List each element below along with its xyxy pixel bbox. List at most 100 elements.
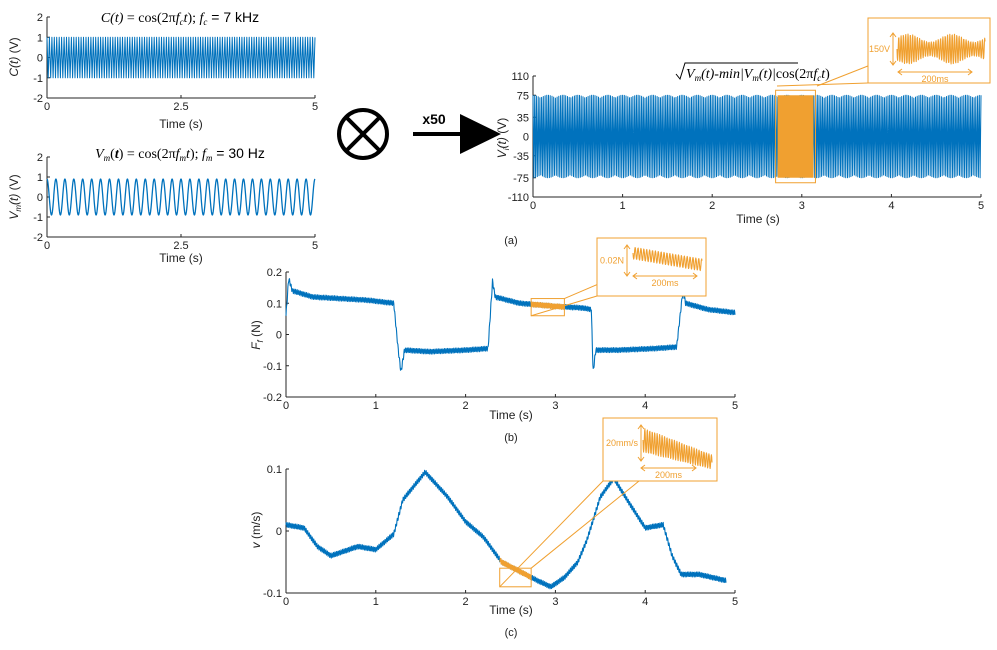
modulating-ytick-label: -2 — [33, 232, 43, 244]
multiply-circle-icon — [337, 108, 389, 160]
input-voltage-title: Vm(t)-min|Vm(t)|cos(2πfct) — [675, 62, 830, 83]
friction-force-xlabel: Time (s) — [489, 408, 533, 422]
svg-text:Vm(t)-min|Vm(t)|cos(2πfct): Vm(t)-min|Vm(t)|cos(2πfct) — [686, 67, 830, 83]
velocity-xtick-label: 4 — [642, 596, 648, 608]
velocity-xtick-label: 0 — [283, 596, 289, 608]
carrier-xtick-label: 2.5 — [173, 101, 188, 113]
friction-force-time-arrowheads — [632, 272, 698, 280]
caption-c: (c) — [505, 627, 518, 639]
input-voltage-highlight-segment — [777, 95, 814, 178]
input-voltage-ytick-label: -35 — [513, 151, 529, 163]
input-voltage-plot-area: 0 1 2 3 4 5 -110 -75 -35 0 35 75 110 — [508, 71, 984, 212]
input-voltage-xtick-label: 5 — [978, 200, 984, 212]
friction-force-inset-wave — [632, 246, 703, 272]
input-voltage-amp-arrowheads — [889, 32, 897, 66]
velocity-ytick-label: -0.1 — [263, 588, 282, 600]
modulating-xlabel: Time (s) — [159, 251, 203, 265]
input-voltage-highlight-box — [775, 89, 816, 184]
input-voltage-ytick-label: -75 — [513, 173, 529, 185]
carrier-ytick-label: -2 — [33, 93, 43, 105]
friction-force-amp-arrowheads — [623, 244, 631, 277]
friction-force-zoom-inset: 0.02N 200ms — [531, 237, 707, 317]
velocity-inset-wave — [642, 428, 713, 470]
friction-force-xtick-label: 3 — [552, 400, 558, 412]
friction-force-connector-line — [531, 295, 598, 317]
gain-label: x50 — [422, 111, 446, 127]
modulating-ytick-label: 0 — [37, 192, 43, 204]
modulating-ylabel: Vm(t) (V) — [7, 174, 23, 219]
modulating-series-line — [46, 178, 316, 216]
input-voltage-ytick-label: 0 — [523, 132, 529, 144]
input-voltage-xtick-label: 0 — [530, 200, 536, 212]
velocity-xtick-label: 5 — [732, 596, 738, 608]
caption-a: (a) — [504, 235, 517, 247]
carrier-ylabel: C(t) (V) — [7, 37, 21, 76]
velocity-amp-label: 20mm/s — [606, 438, 639, 448]
carrier-chart: C(t) = cos(2πfct); fc = 7 kHz 0 2.5 5-2-10… — [7, 9, 318, 131]
friction-force-amp-label: 0.02N — [600, 256, 624, 266]
carrier-xlabel: Time (s) — [159, 117, 203, 131]
velocity-zoom-inset: 20mm/s 200ms — [499, 417, 718, 588]
carrier-xtick-label: 0 — [44, 101, 50, 113]
friction-force-plot-area: 0 1 2 3 4 5 -0.2 -0.1 0 0.1 0.2 — [263, 267, 738, 412]
input-voltage-xtick-label: 1 — [620, 200, 626, 212]
input-voltage-ytick-label: 75 — [517, 90, 529, 102]
caption-b: (b) — [504, 432, 517, 444]
friction-force-series-line — [285, 278, 736, 371]
velocity-time-label: 200ms — [655, 470, 683, 480]
right-arrow-icon — [413, 114, 501, 154]
velocity-connector-line — [499, 480, 604, 588]
modulating-chart: Vm(t) = cos(2πfmt); fm = 30 Hz 0 2.5 5 -2 -1… — [7, 145, 318, 265]
velocity-time-arrowheads — [640, 464, 697, 472]
velocity-xtick-label: 1 — [373, 596, 379, 608]
friction-force-ytick-label: -0.1 — [263, 361, 282, 373]
input-voltage-ytick-label: 35 — [517, 112, 529, 124]
carrier-ytick-label: 1 — [37, 32, 43, 44]
input-voltage-xtick-label: 3 — [799, 200, 805, 212]
friction-force-xtick-label: 4 — [642, 400, 648, 412]
velocity-ytick-label: 0 — [276, 526, 282, 538]
friction-force-time-label: 200ms — [651, 278, 679, 288]
friction-force-xtick-label: 0 — [283, 400, 289, 412]
input-voltage-xtick-label: 4 — [888, 200, 894, 212]
carrier-ytick-label: -1 — [33, 73, 43, 85]
velocity-highlight-segment — [499, 557, 532, 580]
modulating-ytick-label: 2 — [37, 152, 43, 164]
modulating-ytick-label: -1 — [33, 212, 43, 224]
velocity-amp-arrowheads — [637, 424, 645, 462]
velocity-highlight-box — [499, 567, 532, 588]
carrier-ytick-label: 0 — [37, 53, 43, 65]
input-voltage-xlabel: Time (s) — [736, 212, 780, 226]
velocity-series-line — [285, 469, 727, 590]
velocity-plot-area: 0 1 2 3 4 5-0.100.1 — [263, 464, 738, 608]
input-voltage-time-label: 200ms — [921, 74, 949, 84]
input-voltage-connector-line — [776, 82, 869, 87]
carrier-ytick-label: 2 — [37, 12, 43, 24]
friction-force-chart: 0 1 2 3 4 5 -0.2 -0.1 0 0.1 0.2 Time (s) Ff (N) 0.… — [249, 237, 738, 444]
input-voltage-chart: Vm(t)-min|Vm(t)|cos(2πfct) 0 1 2 3 4 5 -110 -75… — [495, 17, 991, 247]
input-voltage-zoom-inset: 150V 200ms — [776, 17, 991, 87]
input-voltage-xtick-label: 2 — [709, 200, 715, 212]
input-voltage-amp-label: 150V — [869, 44, 890, 54]
friction-force-xtick-label: 1 — [373, 400, 379, 412]
input-voltage-ytick-label: 110 — [511, 71, 529, 83]
velocity-xtick-label: 2 — [463, 596, 469, 608]
carrier-xtick-label: 5 — [312, 101, 318, 113]
friction-force-ytick-label: 0.1 — [267, 298, 282, 310]
carrier-plot-area: 0 2.5 5 -2 -1 0 1 2 — [33, 12, 318, 113]
friction-force-ytick-label: 0 — [276, 330, 282, 342]
friction-force-xtick-label: 5 — [732, 400, 738, 412]
modulating-xtick-label: 0 — [44, 240, 50, 252]
friction-force-xtick-label: 2 — [463, 400, 469, 412]
input-voltage-time-arrowheads — [897, 68, 973, 76]
friction-force-ytick-label: 0.2 — [267, 267, 282, 279]
velocity-xlabel: Time (s) — [489, 603, 533, 617]
friction-force-ylabel: Ff (N) — [249, 320, 265, 350]
input-voltage-inset-wave — [896, 33, 986, 65]
input-voltage-ytick-label: -110 — [508, 192, 529, 204]
velocity-ylabel: v (m/s) — [249, 512, 263, 549]
velocity-xtick-label: 3 — [552, 596, 558, 608]
carrier-title: C(t) = cos(2πfct); fc = 7 kHz — [101, 9, 259, 27]
input-voltage-series-line — [532, 94, 982, 179]
